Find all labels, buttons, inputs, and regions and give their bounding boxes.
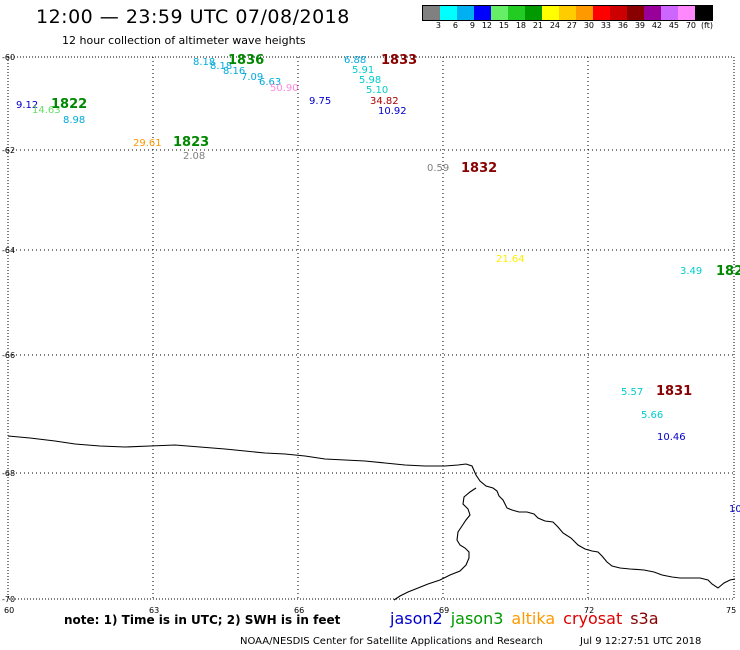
color-scale-legend — [422, 5, 713, 21]
satellite-altika-label: altika — [511, 609, 556, 628]
satellite-legend: jason2 jason3 altika cryosat s3a — [390, 609, 667, 628]
longitude-label: 66 — [294, 606, 304, 615]
wave-height-label: 8.98 — [63, 115, 85, 126]
wave-height-label: 10.92 — [378, 106, 407, 117]
legend-swatch — [678, 6, 695, 20]
legend-label: 30 — [583, 21, 594, 30]
longitude-label: 72 — [584, 606, 594, 615]
wave-height-label: 10 — [729, 504, 740, 515]
coastline-inlet — [393, 487, 477, 601]
longitude-label: 63 — [149, 606, 159, 615]
legend-swatch — [661, 6, 678, 20]
footer-credit: NOAA/NESDIS Center for Satellite Applica… — [240, 636, 543, 647]
longitude-label: 75 — [726, 606, 736, 615]
pass-time-label: 1831 — [656, 384, 692, 399]
legend-label: 45 — [668, 21, 679, 30]
wave-height-label: 34.82 — [370, 96, 399, 107]
wave-height-label: 7.09 — [241, 72, 263, 83]
legend-label: 15 — [498, 21, 509, 30]
pass-time-label: 182 — [716, 264, 740, 279]
legend-label: 36 — [617, 21, 628, 30]
wave-height-label: 5.98 — [359, 75, 381, 86]
satellite-cryosat-label: cryosat — [563, 609, 623, 628]
legend-label: 33 — [600, 21, 611, 30]
legend-swatch — [474, 6, 491, 20]
legend-swatch — [576, 6, 593, 20]
legend-swatch — [508, 6, 525, 20]
legend-swatch — [423, 6, 440, 20]
latitude-label: -60 — [2, 53, 15, 62]
wave-height-label: 9.12 — [16, 100, 38, 111]
map-frame — [7, 56, 735, 600]
latitude-label: -68 — [2, 469, 15, 478]
wave-height-label: 8.18 — [210, 61, 232, 72]
legend-label: 3 — [435, 21, 441, 30]
wave-height-label: 5.57 — [621, 387, 643, 398]
legend-swatch — [610, 6, 627, 20]
legend-swatch — [559, 6, 576, 20]
satellite-jason3-label: jason3 — [450, 609, 504, 628]
footer-timestamp: Jul 9 12:27:51 UTC 2018 — [580, 636, 702, 647]
wave-height-label: 3.49 — [680, 266, 702, 277]
wave-height-label: 5.10 — [366, 85, 388, 96]
legend-label: 70 — [685, 21, 696, 30]
wave-height-label: 29.61 — [133, 138, 162, 149]
legend-swatch — [644, 6, 661, 20]
legend-label: 27 — [566, 21, 577, 30]
wave-height-label: 5.91 — [352, 65, 374, 76]
wave-height-label: 10.46 — [657, 432, 686, 443]
wave-height-label: 6.63 — [259, 77, 281, 88]
longitude-labels: 60 63 66 69 72 75 — [4, 606, 736, 615]
pass-time-label: 1836 — [228, 53, 264, 68]
legend-swatch — [525, 6, 542, 20]
wave-height-label: 50.90 — [270, 83, 299, 94]
legend-swatch — [627, 6, 644, 20]
wave-height-label: 5.66 — [641, 410, 663, 421]
legend-label: 6 — [452, 21, 458, 30]
wave-height-label: 14.63 — [32, 105, 61, 116]
map-title: 12:00 — 23:59 UTC 07/08/2018 — [36, 6, 350, 28]
legend-label: 39 — [634, 21, 645, 30]
legend-swatch — [542, 6, 559, 20]
map-subtitle: 12 hour collection of altimeter wave hei… — [62, 34, 306, 47]
legend-label: 24 — [549, 21, 560, 30]
wave-height-label: 9.75 — [309, 96, 331, 107]
latitude-label: -70 — [2, 595, 15, 604]
latitude-labels: -60 -62 -64 -66 -68 -70 — [2, 53, 15, 604]
legend-label: 42 — [651, 21, 662, 30]
legend-swatch — [440, 6, 457, 20]
legend-swatch — [457, 6, 474, 20]
latitude-label: -64 — [2, 246, 15, 255]
satellite-s3a-label: s3a — [630, 609, 659, 628]
legend-label: (ft) — [700, 21, 713, 30]
legend-label: 9 — [469, 21, 475, 30]
longitude-label: 69 — [439, 606, 449, 615]
wave-height-label: 8.16 — [223, 66, 245, 77]
legend-swatch — [695, 6, 712, 20]
latitude-label: -66 — [2, 351, 15, 360]
wave-height-label: 2.08 — [183, 151, 205, 162]
latitude-label: -62 — [2, 146, 15, 155]
legend-label: 12 — [481, 21, 492, 30]
wave-height-label: 21.64 — [496, 254, 525, 265]
pass-time-label: 1822 — [51, 97, 87, 112]
legend-swatch — [593, 6, 610, 20]
pass-time-label: 1833 — [381, 53, 417, 68]
pass-time-label: 1832 — [461, 161, 497, 176]
wave-height-label: 0.59 — [427, 163, 449, 174]
wave-height-label: 8.18 — [193, 57, 215, 68]
note-text: note: 1) Time is in UTC; 2) SWH is in fe… — [64, 613, 341, 627]
longitude-label: 60 — [4, 606, 14, 615]
wave-height-label: 6.88 — [344, 55, 366, 66]
coastline — [7, 435, 736, 589]
map-grid — [8, 57, 734, 599]
legend-swatch — [491, 6, 508, 20]
legend-label: 18 — [515, 21, 526, 30]
satellite-jason2-label: jason2 — [390, 609, 443, 628]
pass-time-label: 1823 — [173, 135, 209, 150]
legend-label: 21 — [532, 21, 543, 30]
